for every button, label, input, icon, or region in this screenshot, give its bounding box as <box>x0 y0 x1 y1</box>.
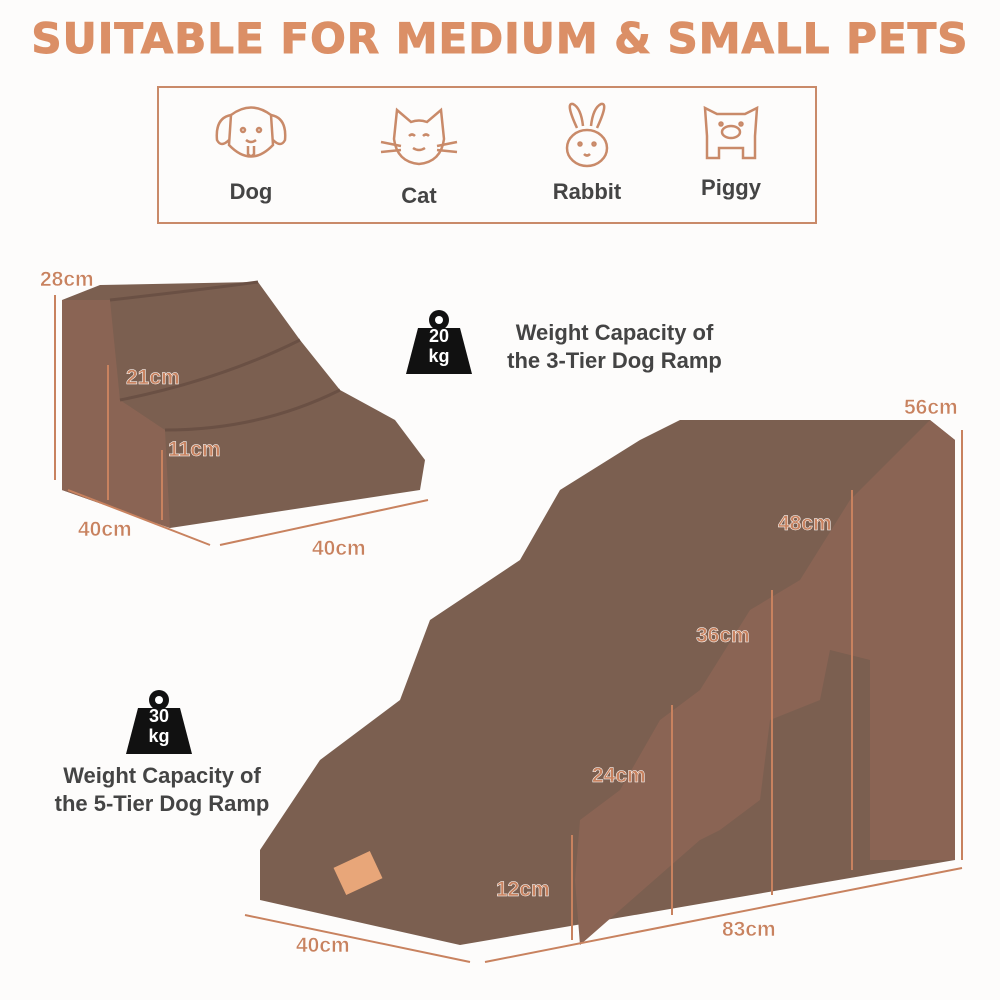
pet-dog: Dog <box>191 100 311 205</box>
dim-small-step2: 21cm <box>126 366 180 390</box>
weight-20kg-badge: 20 kg <box>406 308 472 381</box>
dim-large-step4: 48cm <box>778 512 832 536</box>
small-ramp-image <box>62 280 425 528</box>
dim-large-step2: 24cm <box>592 764 646 788</box>
dimension-lines <box>54 295 963 963</box>
large-ramp-image <box>260 420 955 945</box>
dim-large-length: 83cm <box>722 918 776 942</box>
weight-30kg-badge: 30 kg <box>126 688 192 761</box>
capacity-line: the 5-Tier Dog Ramp <box>54 791 270 816</box>
dim-small-depth: 40cm <box>78 518 132 542</box>
large-ramp-capacity: Weight Capacity of the 5-Tier Dog Ramp <box>28 762 296 818</box>
capacity-line: the 3-Tier Dog Ramp <box>507 348 722 373</box>
pet-label: Piggy <box>701 175 761 200</box>
pet-cat: Cat <box>359 104 479 209</box>
dim-large-depth: 40cm <box>296 934 350 958</box>
pet-label: Dog <box>229 179 273 204</box>
dim-large-height: 56cm <box>904 396 958 420</box>
dim-large-step3: 36cm <box>696 624 750 648</box>
weight-value: 20 <box>428 326 450 346</box>
dim-small-step1: 11cm <box>168 438 221 462</box>
rabbit-icon <box>565 102 609 168</box>
weight-icon <box>126 690 192 754</box>
cat-icon <box>380 107 458 166</box>
weight-unit: kg <box>148 726 170 746</box>
page-title: SUITABLE FOR MEDIUM & SMALL PETS <box>31 14 969 64</box>
capacity-line: Weight Capacity of <box>515 320 714 345</box>
dim-large-step1: 12cm <box>496 878 550 902</box>
weight-unit: kg <box>428 346 450 366</box>
dim-small-width: 40cm <box>312 537 366 561</box>
pet-label: Cat <box>401 183 437 208</box>
pet-types-box: Dog Cat Rabbit Piggy <box>157 86 817 224</box>
pet-label: Rabbit <box>552 179 622 204</box>
capacity-line: Weight Capacity of <box>63 763 261 788</box>
pet-piggy: Piggy <box>671 96 791 201</box>
pet-rabbit: Rabbit <box>527 100 647 205</box>
pig-icon <box>703 105 759 160</box>
dog-icon <box>215 106 287 158</box>
dim-small-height: 28cm <box>40 268 94 292</box>
weight-icon <box>406 310 472 374</box>
weight-value: 30 <box>148 706 170 726</box>
small-ramp-capacity: Weight Capacity of the 3-Tier Dog Ramp <box>487 319 742 375</box>
